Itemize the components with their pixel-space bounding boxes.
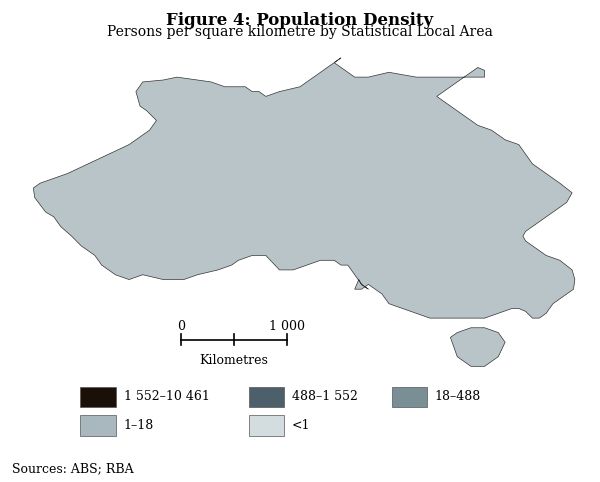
Text: 0: 0: [177, 320, 185, 333]
Text: 18–488: 18–488: [435, 390, 481, 403]
Text: 488–1 552: 488–1 552: [292, 390, 358, 403]
Bar: [249, 387, 284, 407]
Polygon shape: [34, 58, 575, 318]
Text: <1: <1: [292, 419, 311, 432]
Text: 1 552–10 461: 1 552–10 461: [124, 390, 209, 403]
Text: 1 000: 1 000: [269, 320, 305, 333]
Text: Figure 4: Population Density: Figure 4: Population Density: [166, 12, 434, 29]
Bar: [392, 387, 427, 407]
Text: Sources: ABS; RBA: Sources: ABS; RBA: [12, 462, 134, 475]
Text: 1–18: 1–18: [124, 419, 154, 432]
Polygon shape: [451, 328, 505, 366]
Bar: [80, 415, 116, 436]
Bar: [249, 415, 284, 436]
Text: Kilometres: Kilometres: [200, 354, 268, 367]
Bar: [80, 387, 116, 407]
Text: Persons per square kilometre by Statistical Local Area: Persons per square kilometre by Statisti…: [107, 25, 493, 39]
